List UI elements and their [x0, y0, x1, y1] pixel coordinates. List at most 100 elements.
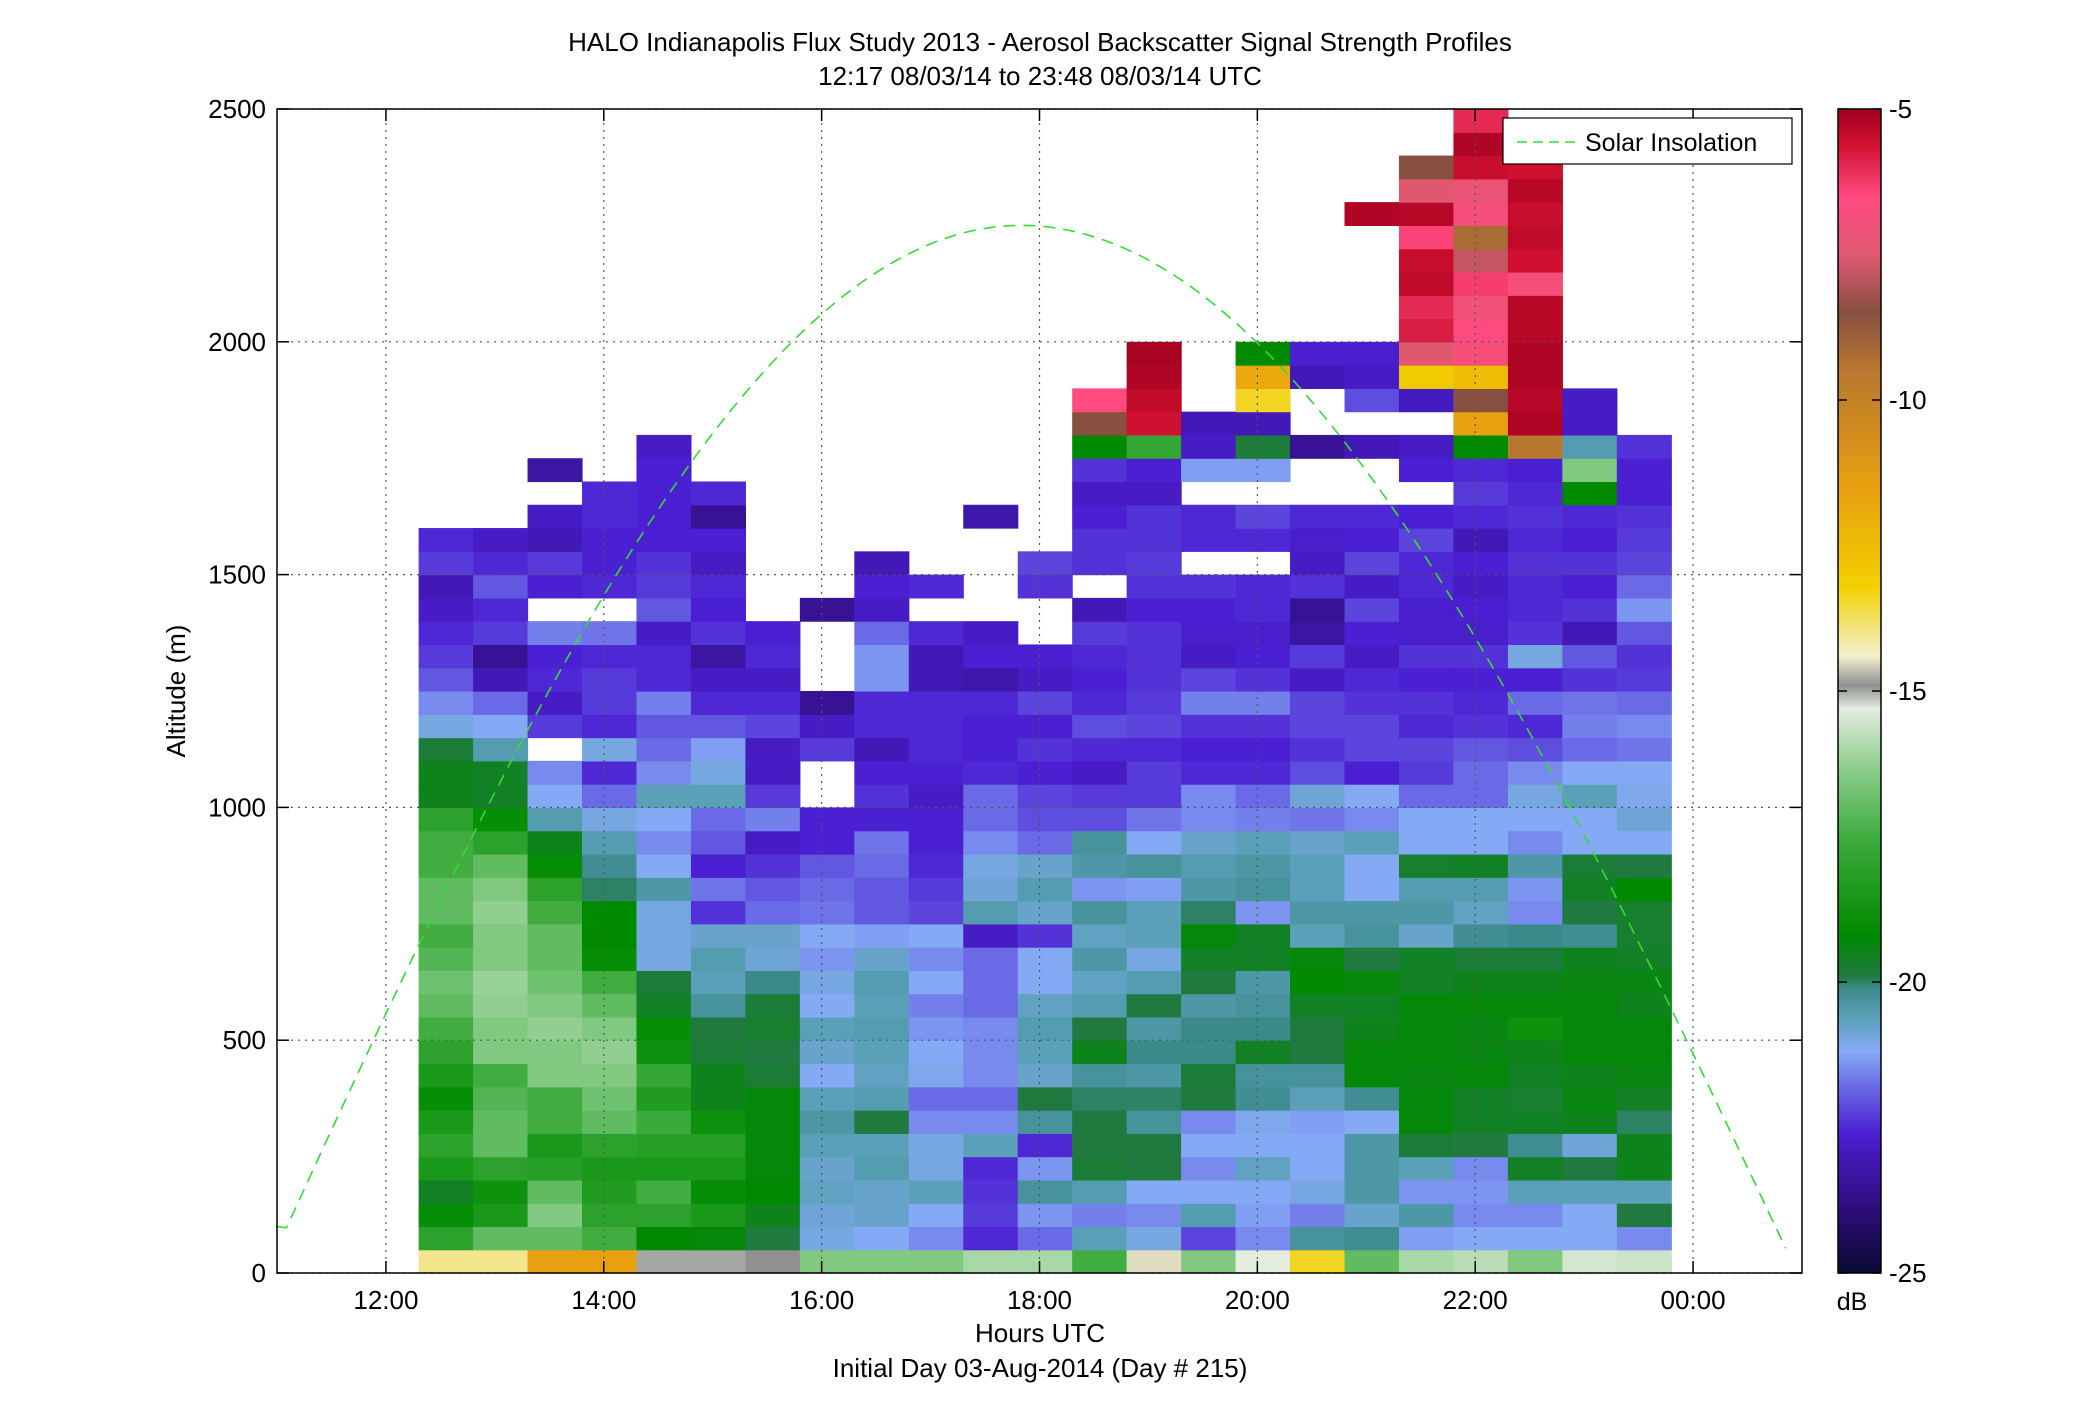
heatmap-cell [1126, 644, 1182, 669]
heatmap-cell [1562, 853, 1618, 878]
heatmap-cell [1616, 853, 1672, 878]
heatmap-cell [1562, 551, 1618, 576]
heatmap-cell [1453, 295, 1509, 320]
heatmap-cell [1072, 993, 1128, 1018]
chart-title: HALO Indianapolis Flux Study 2013 - Aero… [568, 27, 1512, 57]
heatmap-cell [963, 947, 1019, 971]
heatmap-cell [1072, 458, 1128, 483]
heatmap-cell [1453, 504, 1509, 529]
heatmap-cell [1235, 528, 1291, 552]
heatmap-cell [1398, 760, 1455, 785]
heatmap-cell [908, 1063, 964, 1088]
heatmap-cell [1616, 947, 1672, 971]
heatmap-cell [1181, 574, 1237, 599]
heatmap-cell [527, 947, 583, 971]
heatmap-cell [1290, 923, 1346, 948]
heatmap-cell [1181, 458, 1237, 483]
heatmap-cell [527, 691, 583, 715]
heatmap-cell [1290, 760, 1346, 785]
heatmap-cell [1398, 528, 1455, 552]
heatmap-cell [963, 644, 1019, 669]
legend: Solar Insolation [1502, 117, 1793, 165]
x-tick-label: 18:00 [1007, 1285, 1072, 1315]
heatmap-cell [1344, 1016, 1400, 1041]
heatmap-cell [963, 830, 1019, 855]
heatmap-cell [636, 1203, 692, 1228]
heatmap-cell [745, 737, 801, 762]
heatmap-cell [1072, 807, 1128, 832]
heatmap-cell [1017, 877, 1073, 902]
heatmap-cell [418, 1226, 474, 1251]
heatmap-cell [1616, 691, 1672, 715]
heatmap-cell [1072, 551, 1128, 576]
heatmap-cell [1344, 202, 1400, 226]
heatmap-cell [418, 1179, 474, 1204]
heatmap-cell [1126, 947, 1182, 971]
heatmap-cell [1181, 667, 1237, 692]
heatmap-cell [1453, 225, 1509, 250]
axis-ticks [277, 108, 1802, 1274]
heatmap-cell [1072, 1156, 1128, 1181]
heatmap-cell [745, 1203, 801, 1228]
heatmap-cell [1017, 1179, 1073, 1204]
heatmap-cell [1507, 667, 1563, 692]
heatmap-cell [1126, 411, 1182, 436]
heatmap-cell [1398, 1249, 1455, 1274]
heatmap-cell [1398, 691, 1455, 715]
heatmap-cell [1453, 574, 1509, 599]
heatmap-cell [854, 923, 910, 948]
heatmap-cell [1398, 1110, 1455, 1134]
heatmap-cell [1017, 830, 1073, 855]
heatmap-cell [1235, 644, 1291, 669]
heatmap-cell [1507, 784, 1563, 808]
heatmap-cell [636, 691, 692, 715]
heatmap-cell [1181, 1156, 1237, 1181]
heatmap-cell [1017, 853, 1073, 878]
heatmap-cell [1235, 1203, 1291, 1228]
heatmap-cell [963, 1040, 1019, 1065]
heatmap-cell [854, 1086, 910, 1111]
colorbar-tick-label: -25 [1889, 1258, 1927, 1288]
heatmap-cell [473, 1179, 529, 1204]
heatmap-cell [1616, 760, 1672, 785]
heatmap-cell [636, 1040, 692, 1065]
heatmap-cell [527, 1110, 583, 1134]
x-tick-label: 12:00 [353, 1285, 418, 1315]
heatmap-cell [1017, 947, 1073, 971]
heatmap-cell [1616, 993, 1672, 1018]
heatmap-cell [636, 970, 692, 995]
heatmap-cell [636, 597, 692, 622]
heatmap-cell [1235, 411, 1291, 436]
heatmap-cell [1453, 434, 1509, 459]
heatmap-cell [582, 853, 638, 878]
heatmap-cell [1235, 877, 1291, 902]
y-axis-label: Altitude (m) [161, 625, 191, 758]
heatmap-cell [1398, 900, 1455, 925]
heatmap-cell [1562, 644, 1618, 669]
heatmap-cell [1017, 574, 1073, 599]
heatmap-cell [1072, 1249, 1128, 1274]
heatmap-cell [799, 923, 855, 948]
heatmap-cell [690, 597, 746, 622]
heatmap-cell [582, 1203, 638, 1228]
heatmap-cell [745, 877, 801, 902]
heatmap-cell [1017, 970, 1073, 995]
heatmap-cell [854, 691, 910, 715]
heatmap-cell [418, 947, 474, 971]
heatmap-cell [1398, 434, 1455, 459]
heatmap-cell [690, 807, 746, 832]
heatmap-cell [1344, 923, 1400, 948]
heatmap-cell [799, 1016, 855, 1041]
heatmap-cell [854, 807, 910, 832]
heatmap-cell [1126, 1249, 1182, 1274]
heatmap-cell [1344, 388, 1400, 413]
heatmap-cell [527, 1016, 583, 1041]
legend-box [1502, 117, 1793, 165]
heatmap-cell [418, 1203, 474, 1228]
heatmap-cell [1072, 504, 1128, 529]
heatmap-cell [582, 551, 638, 576]
heatmap-cell [1072, 760, 1128, 785]
heatmap-cell [963, 504, 1019, 529]
heatmap-cell [1507, 1063, 1563, 1088]
heatmap-cell [582, 1226, 638, 1251]
